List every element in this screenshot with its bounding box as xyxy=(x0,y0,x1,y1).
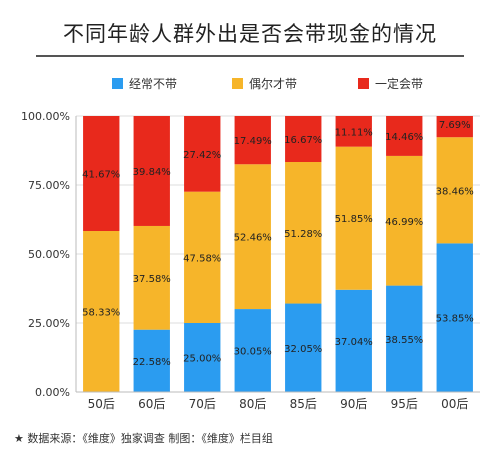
legend-label: 偶尔才带 xyxy=(249,76,297,91)
x-tick-label: 95后 xyxy=(391,397,418,411)
data-label: 7.69% xyxy=(439,120,471,131)
bar-segment xyxy=(133,329,170,392)
data-label: 41.67% xyxy=(82,170,120,181)
data-label: 37.04% xyxy=(335,337,373,348)
y-tick-label: 75.00% xyxy=(28,179,70,192)
chart-title: 不同年龄人群外出是否会带现金的情况 xyxy=(63,22,437,46)
y-tick-label: 25.00% xyxy=(28,317,70,330)
bar-segment xyxy=(436,116,473,138)
bar-segment xyxy=(386,116,423,156)
data-label: 22.58% xyxy=(133,357,171,368)
bar-segment xyxy=(184,116,221,192)
data-label: 39.84% xyxy=(133,167,171,178)
bar-segment xyxy=(335,289,372,392)
legend-swatch xyxy=(232,78,243,89)
bar-segment xyxy=(83,116,120,232)
legend-swatch xyxy=(358,78,369,89)
data-label: 51.85% xyxy=(335,214,373,225)
data-label: 47.58% xyxy=(183,253,221,264)
data-label: 38.55% xyxy=(385,335,423,346)
y-tick-label: 0.00% xyxy=(35,386,70,399)
bar-segment xyxy=(83,231,120,392)
bar-segment xyxy=(133,116,170,226)
bar-segment xyxy=(436,243,473,392)
data-label: 27.42% xyxy=(183,150,221,161)
bar-segment xyxy=(386,285,423,392)
legend-label: 经常不带 xyxy=(129,77,177,91)
y-tick-label: 100.00% xyxy=(21,110,70,123)
data-label: 58.33% xyxy=(82,308,120,319)
data-label: 37.58% xyxy=(133,274,171,285)
axes: 0.00% 25.00% 50.00% 75.00% 100.00% 50后 60后 70后 8… xyxy=(21,110,480,411)
y-tick-label: 50.00% xyxy=(28,248,70,261)
legend-label: 一定会带 xyxy=(375,76,423,91)
x-tick-label: 70后 xyxy=(189,397,216,411)
x-tick-label: 85后 xyxy=(290,397,317,411)
x-tick-label: 80后 xyxy=(239,397,266,411)
x-tick-label: 00后 xyxy=(441,397,468,411)
data-label: 16.67% xyxy=(284,135,322,146)
bar-segment xyxy=(184,191,221,323)
data-label: 46.99% xyxy=(385,217,423,228)
bar-segment xyxy=(234,116,271,165)
bar-segment xyxy=(335,116,372,147)
data-label: 14.46% xyxy=(385,132,423,143)
bar-segment xyxy=(386,155,423,286)
data-label: 25.00% xyxy=(183,354,221,365)
bar-segment xyxy=(285,162,322,304)
bar-segment xyxy=(133,225,170,330)
legend: 经常不带 偶尔才带 一定会带 xyxy=(112,76,423,91)
data-label: 52.46% xyxy=(234,233,272,244)
data-label: 53.85% xyxy=(436,314,474,325)
title-divider xyxy=(36,55,464,57)
x-tick-label: 60后 xyxy=(138,397,165,411)
bar-segment xyxy=(234,164,271,310)
bar-segment xyxy=(234,309,271,392)
bar-segment xyxy=(184,323,221,392)
data-label: 11.11% xyxy=(335,127,373,138)
data-label: 51.28% xyxy=(284,229,322,240)
data-label: 32.05% xyxy=(284,344,322,355)
x-tick-label: 50后 xyxy=(88,397,115,411)
bars xyxy=(83,116,473,392)
data-label: 30.05% xyxy=(234,347,272,358)
x-tick-label: 90后 xyxy=(340,397,367,411)
bar-segment xyxy=(335,146,372,290)
legend-swatch xyxy=(112,78,123,89)
bar-segment xyxy=(285,116,322,163)
data-label: 38.46% xyxy=(436,186,474,197)
data-labels: 58.33% 41.67% 22.58% 37.58% 39.84% 25.00% 47.5… xyxy=(82,120,474,368)
bar-segment xyxy=(436,137,473,244)
source-note: ★ 数据来源：《维度》独家调查 制图：《维度》栏目组 xyxy=(14,432,273,445)
bar-segment xyxy=(285,303,322,392)
data-label: 17.49% xyxy=(234,136,272,147)
